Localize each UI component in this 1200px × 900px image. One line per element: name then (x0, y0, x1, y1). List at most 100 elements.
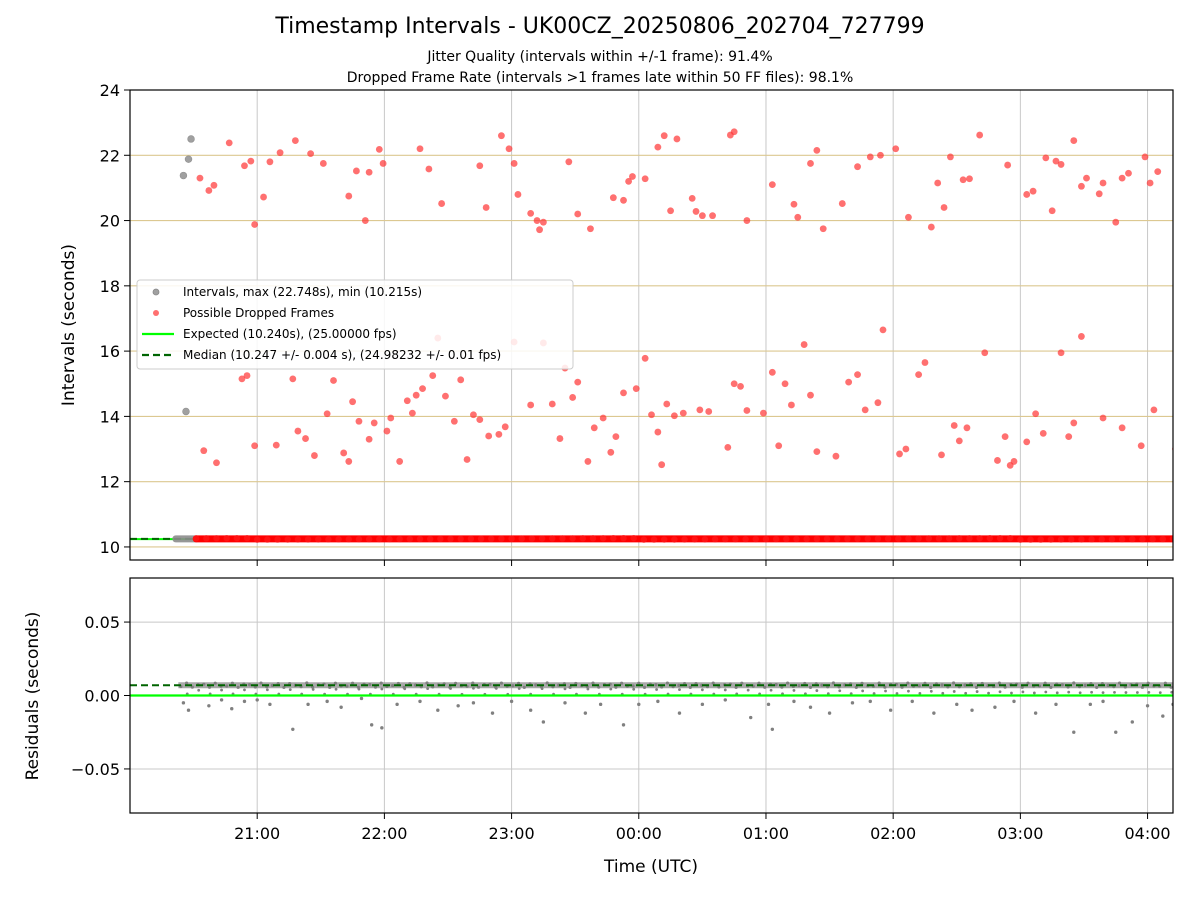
dropped-frame-point (323, 410, 331, 418)
dropped-frame-point (950, 422, 958, 429)
baseline-point (793, 535, 800, 543)
residual-point (225, 684, 229, 688)
residual-point (860, 681, 864, 685)
residual-point (522, 685, 526, 689)
dropped-frame-point (976, 131, 984, 139)
dropped-frame-point (1029, 187, 1037, 195)
residual-point (1049, 685, 1053, 689)
dropped-frame-point (1189, 433, 1196, 440)
residual-point (511, 684, 515, 688)
dropped-frame-point (921, 359, 929, 366)
residual-point (1124, 691, 1128, 694)
residual-point (1106, 683, 1110, 687)
dropped-frame-point (768, 368, 776, 376)
baseline-point (895, 535, 902, 542)
baseline-point (457, 535, 464, 543)
residual-outlier-point (1072, 730, 1076, 734)
baseline-point (732, 536, 739, 543)
legend-entry-intervals: Intervals, max (22.748s), min (10.215s) (183, 285, 422, 299)
residual-point (740, 681, 744, 685)
dropped-frame-point (807, 391, 814, 399)
baseline-point (345, 536, 352, 543)
baseline-point (772, 535, 780, 543)
baseline-point (1159, 535, 1167, 543)
residual-point (499, 681, 504, 685)
residual-point (929, 689, 933, 693)
bottom-data-points (178, 681, 1173, 734)
baseline-point (925, 535, 932, 542)
residual-point (282, 685, 286, 690)
dropped-frame-point (307, 150, 315, 158)
residual-point (780, 685, 784, 689)
residual-point (391, 683, 395, 688)
dropped-frame-point (854, 163, 861, 171)
residual-point (808, 685, 813, 690)
dropped-frame-point (955, 437, 963, 445)
dropped-frame-point (1095, 190, 1103, 198)
x-tick-label: 00:00 (616, 824, 662, 843)
interval-point (184, 155, 193, 163)
baseline-point (315, 536, 322, 543)
dropped-frame-point (947, 153, 954, 161)
dropped-frame-point (874, 399, 882, 407)
dropped-frame-point (319, 160, 327, 167)
baseline-point (610, 535, 617, 542)
dropped-frame-point (743, 407, 751, 414)
residual-outlier-point (766, 702, 771, 707)
dropped-frame-point (709, 212, 716, 220)
residual-point (1146, 681, 1150, 685)
residual-outlier-point (850, 701, 855, 705)
residual-outlier-point (380, 726, 384, 730)
dropped-frame-point (705, 408, 713, 415)
residual-point (678, 688, 681, 692)
dropped-frame-point (349, 398, 356, 406)
residual-point (797, 683, 801, 688)
residual-point (757, 681, 761, 685)
residual-point (1170, 690, 1173, 694)
residual-outlier-point (418, 699, 422, 704)
residual-outlier-point (598, 702, 603, 707)
baseline-point (966, 535, 973, 542)
dropped-frame-point (1176, 171, 1183, 178)
dropped-frame-point (1052, 157, 1060, 165)
dropped-frame-point (696, 406, 704, 414)
dropped-frame-point (794, 213, 802, 221)
dropped-frame-point (1057, 349, 1065, 357)
residual-outlier-point (395, 702, 399, 707)
residual-outlier-point (1130, 720, 1134, 724)
residual-outlier-point (291, 727, 295, 731)
residual-point (997, 681, 1001, 685)
residual-point (1147, 690, 1151, 694)
residual-point (774, 682, 778, 687)
residual-outlier-point (583, 711, 588, 715)
dropped-frame-point (832, 452, 840, 460)
residual-outlier-point (993, 705, 997, 709)
residual-outlier-point (1012, 699, 1016, 704)
residual-outlier-point (1145, 704, 1150, 708)
residual-point (763, 685, 767, 689)
residual-outlier-point (770, 727, 775, 731)
residual-outlier-point (1161, 714, 1165, 718)
baseline-point (752, 535, 759, 543)
x-tick-label: 21:00 (234, 824, 280, 843)
residual-point (769, 688, 773, 692)
residual-point (220, 688, 223, 692)
baseline-point (528, 535, 536, 542)
residual-point (333, 681, 338, 685)
dropped-frame-point (387, 414, 395, 422)
residual-point (1078, 691, 1082, 695)
residual-point (403, 687, 407, 691)
dropped-frame-point (213, 459, 220, 467)
baseline-point (762, 535, 770, 543)
residual-point (746, 688, 750, 692)
residual-outlier-point (242, 699, 247, 704)
residual-point (631, 684, 635, 688)
baseline-point (518, 535, 525, 542)
dropped-frame-point (247, 157, 255, 165)
residual-point (449, 687, 452, 690)
residual-point (563, 687, 567, 691)
dropped-frame-point (915, 371, 923, 379)
dropped-frame-point (1137, 442, 1145, 450)
residual-point (476, 685, 481, 689)
residual-outlier-point (700, 702, 705, 707)
